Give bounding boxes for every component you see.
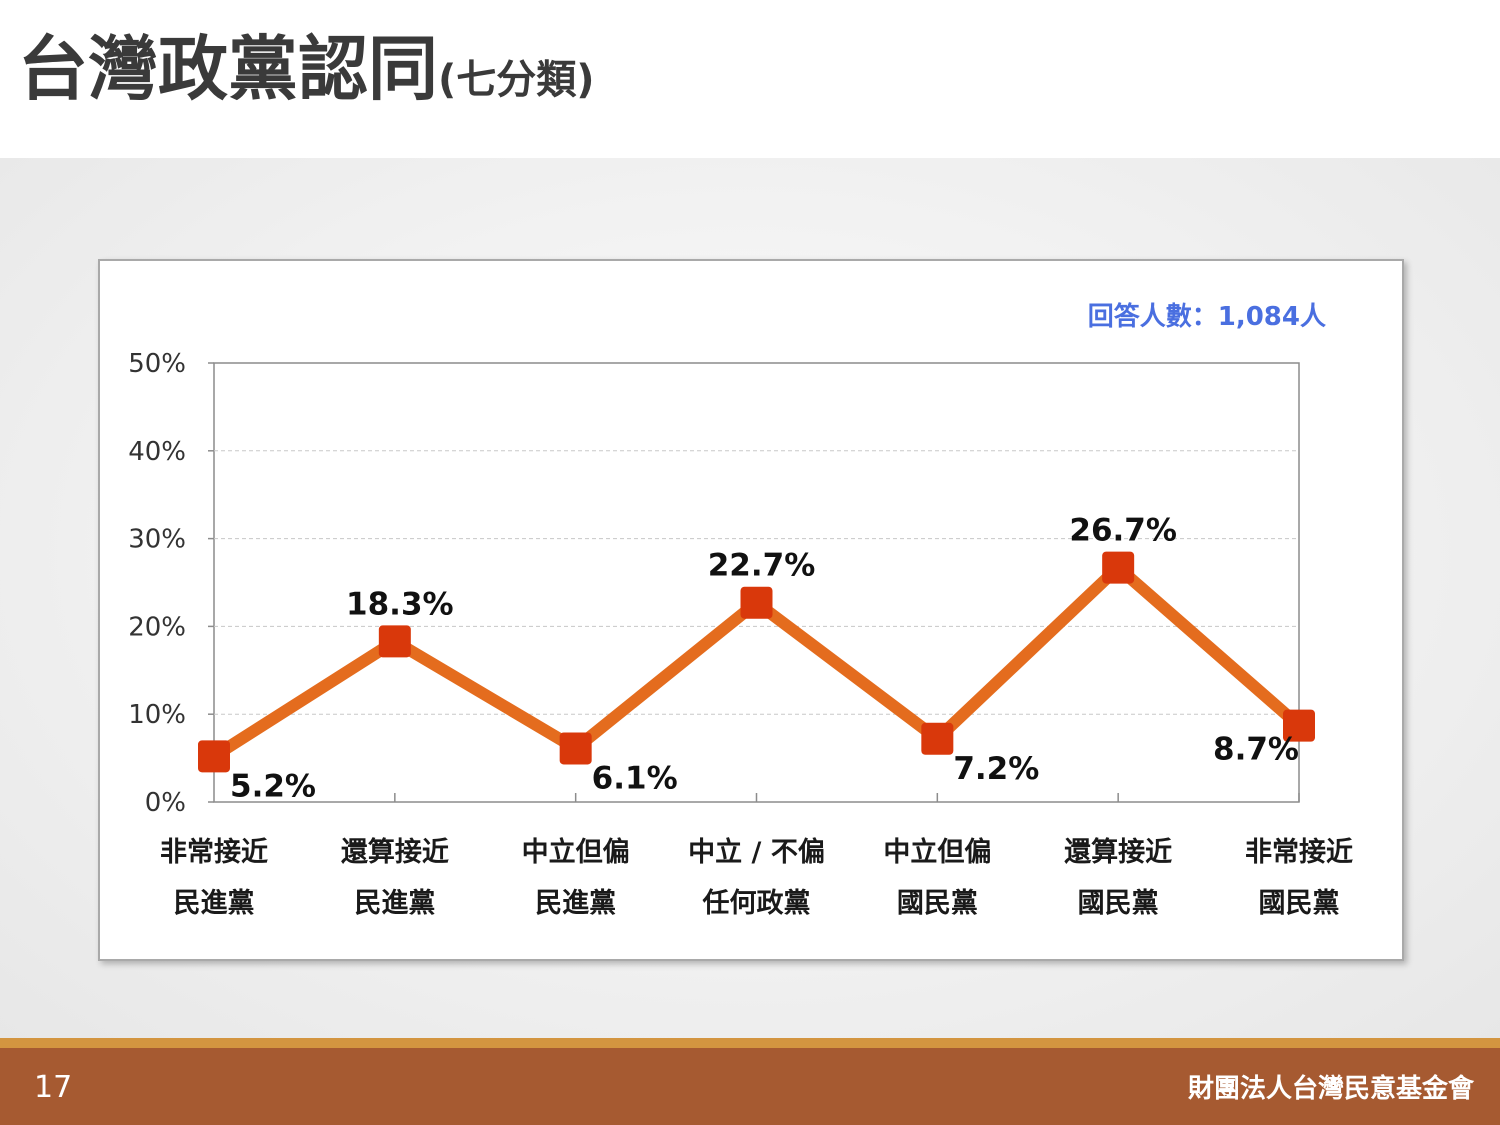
footer-accent-line bbox=[0, 1038, 1500, 1048]
x-category-label: 中立但偏 bbox=[883, 836, 991, 868]
data-point-marker bbox=[1102, 551, 1135, 584]
label-layer: 5.2% 18.3% 6.1% 22.7% 7.2% 26.7% 8.7% bbox=[230, 513, 1299, 805]
page-number: 17 bbox=[34, 1070, 73, 1105]
x-category-label: 中立 / 不偏 bbox=[688, 836, 825, 868]
organization-name: 財團法人台灣民意基金會 bbox=[1187, 1074, 1474, 1104]
x-category-label: 國民黨 bbox=[897, 888, 978, 919]
data-point-marker bbox=[378, 625, 411, 658]
data-point-marker bbox=[921, 722, 954, 755]
data-label: 8.7% bbox=[1213, 732, 1299, 768]
x-category-label: 國民黨 bbox=[1259, 888, 1340, 919]
y-tick-label: 50% bbox=[128, 349, 186, 379]
x-category-label: 民進黨 bbox=[174, 888, 255, 919]
respondents-count: 回答人數：1,084人 bbox=[1087, 302, 1326, 332]
x-category-label: 國民黨 bbox=[1078, 888, 1159, 919]
footer-bar bbox=[0, 1048, 1500, 1125]
header: 台灣政黨認同(七分類) bbox=[0, 0, 1500, 158]
data-label: 7.2% bbox=[953, 751, 1039, 787]
x-category-label: 非常接近 bbox=[160, 837, 268, 868]
y-tick-label: 10% bbox=[128, 700, 186, 730]
data-point-marker bbox=[198, 740, 230, 773]
x-category-label: 還算接近 bbox=[1064, 836, 1172, 868]
series-layer bbox=[198, 551, 1315, 773]
data-point-marker bbox=[1283, 709, 1315, 742]
title-subtitle: (七分類) bbox=[438, 57, 595, 103]
x-category-label: 民進黨 bbox=[354, 888, 435, 919]
data-label: 18.3% bbox=[346, 586, 454, 622]
data-label: 6.1% bbox=[592, 760, 678, 796]
data-point-marker bbox=[559, 732, 592, 765]
title-main: 台灣政黨認同 bbox=[18, 28, 438, 110]
y-tick-label: 20% bbox=[128, 612, 186, 642]
x-category-label: 非常接近 bbox=[1245, 837, 1353, 868]
x-category-label: 任何政黨 bbox=[702, 888, 811, 919]
y-tick-label: 30% bbox=[128, 525, 186, 555]
page-title: 台灣政黨認同(七分類) bbox=[18, 34, 595, 104]
x-category-label: 還算接近 bbox=[341, 836, 449, 868]
data-point-marker bbox=[740, 586, 773, 619]
data-label: 22.7% bbox=[708, 548, 816, 584]
x-category-label: 中立但偏 bbox=[522, 836, 630, 868]
y-tick-label: 40% bbox=[128, 437, 186, 467]
data-label: 26.7% bbox=[1069, 513, 1177, 549]
x-category-label: 民進黨 bbox=[535, 888, 616, 919]
data-label: 5.2% bbox=[230, 768, 316, 804]
y-tick-label: 0% bbox=[145, 788, 186, 818]
